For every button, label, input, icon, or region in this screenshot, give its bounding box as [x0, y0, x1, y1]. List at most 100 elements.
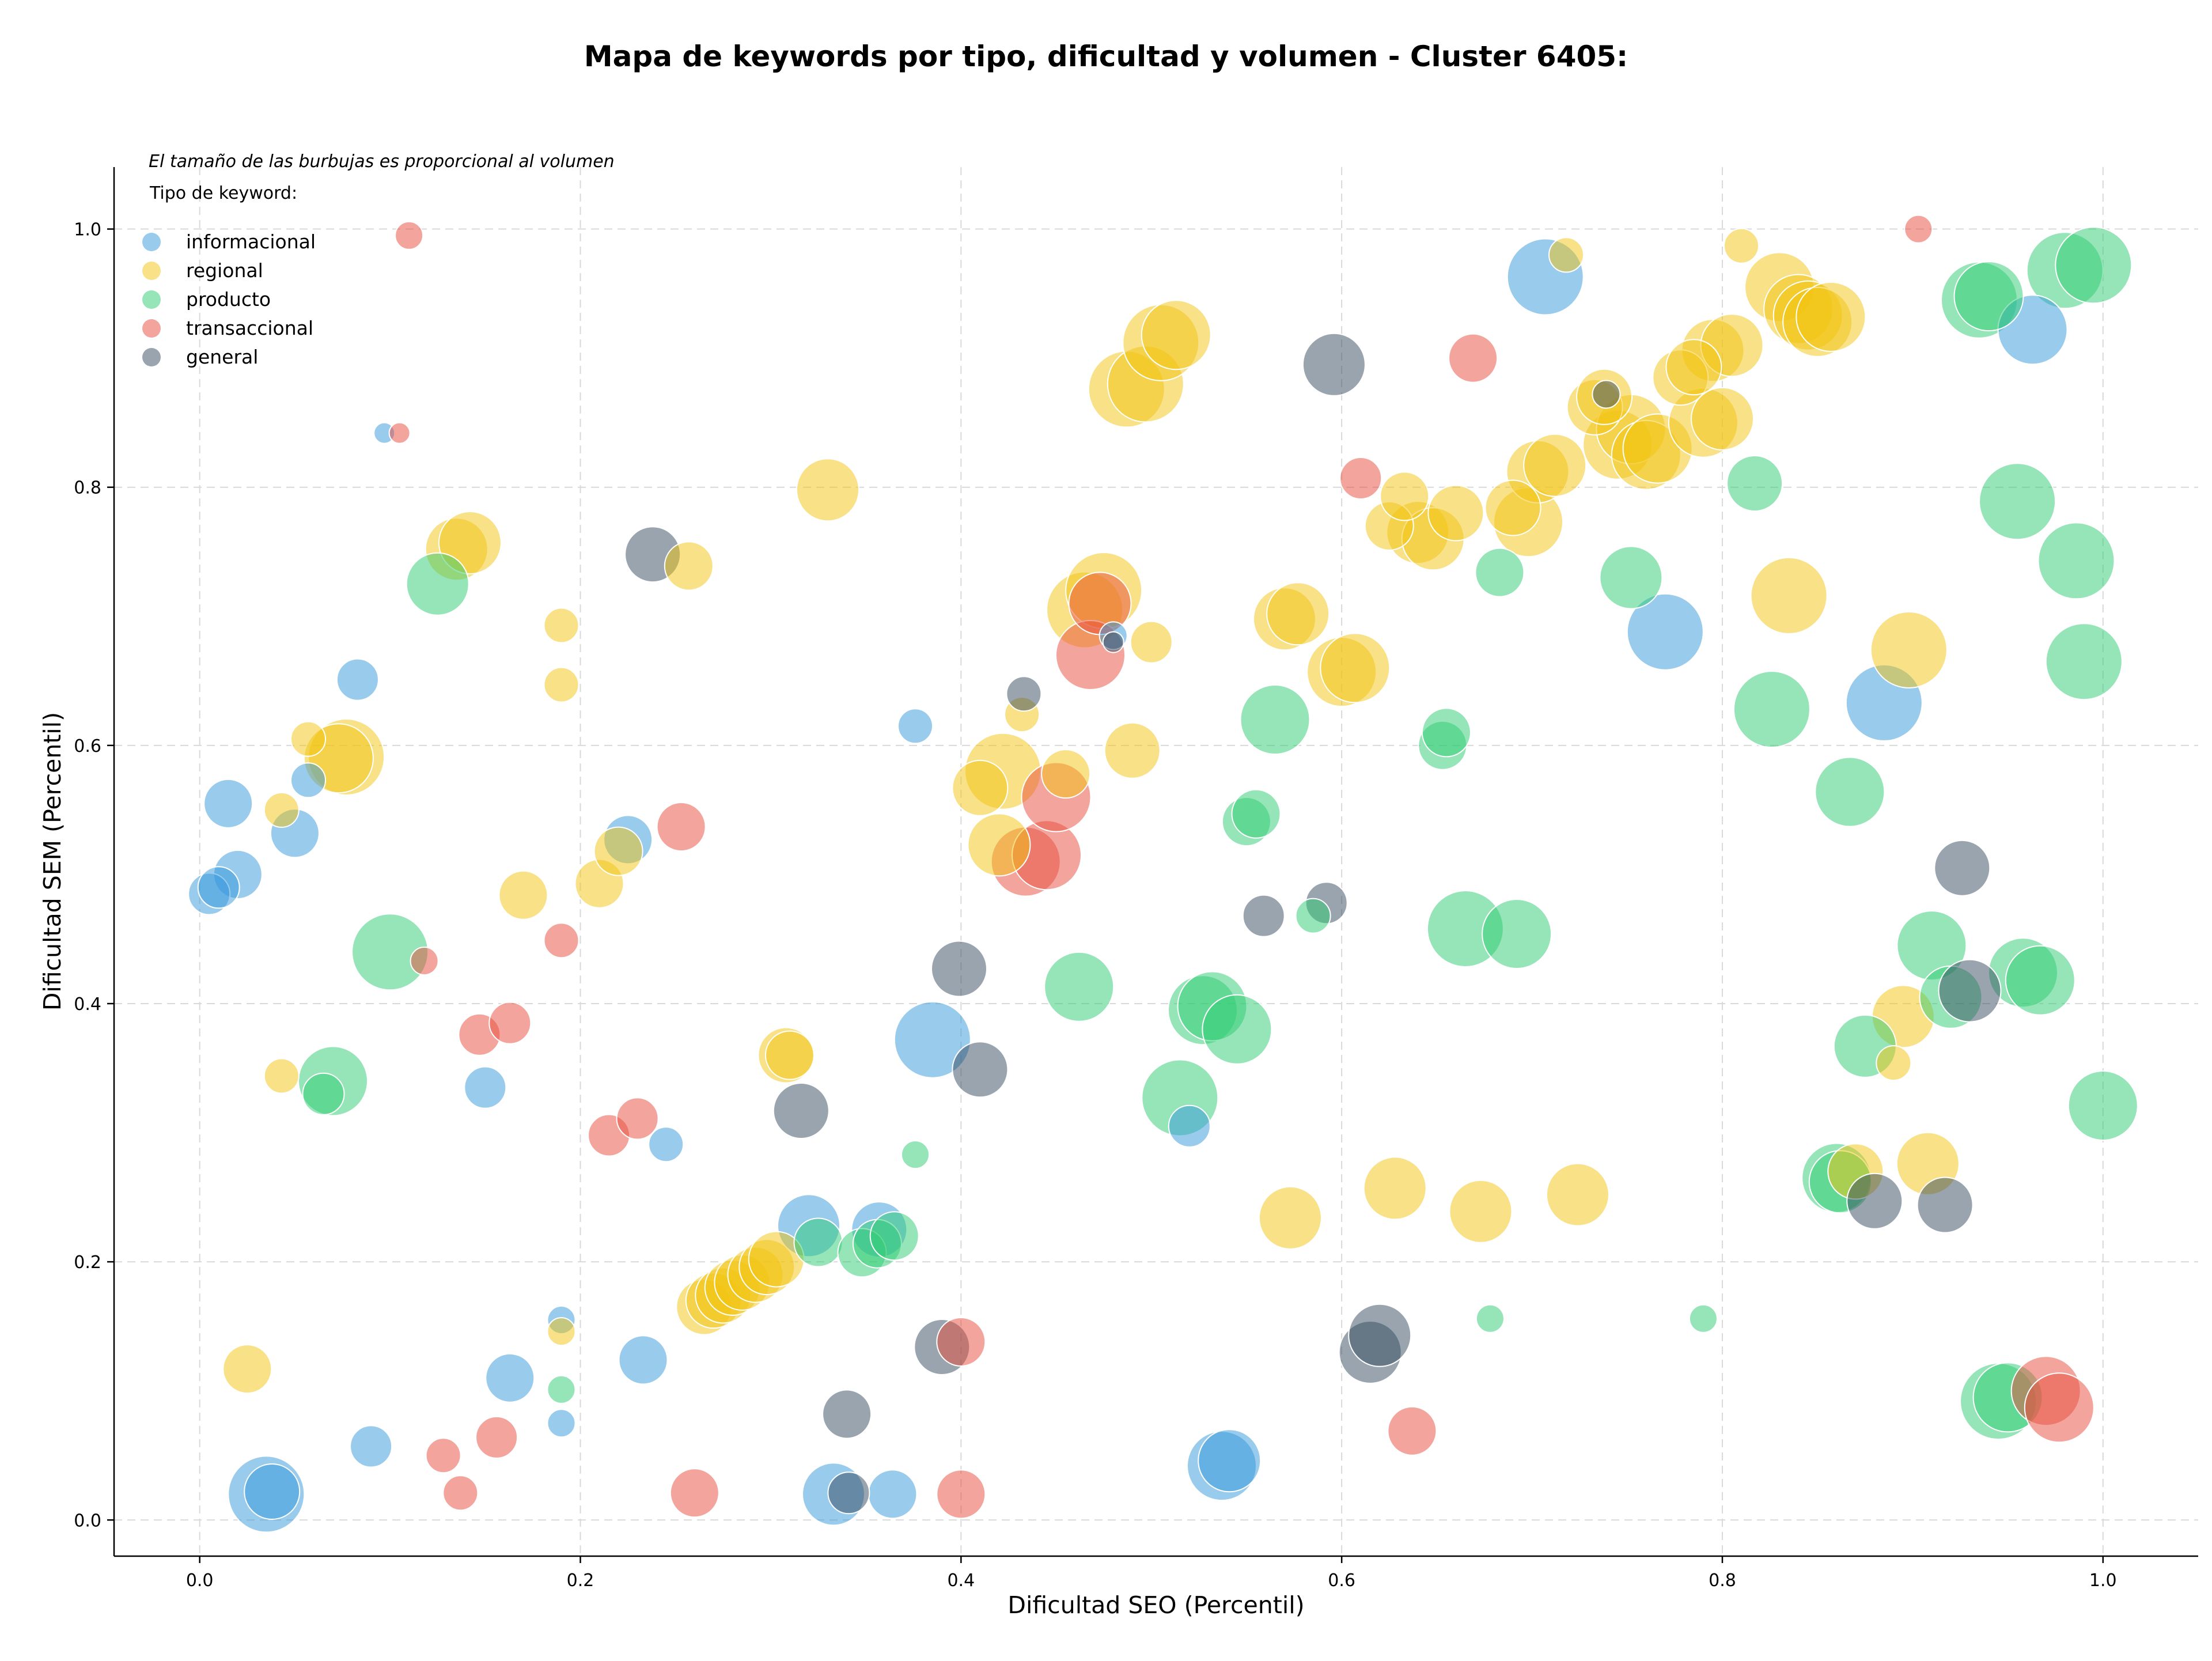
bubble-transaccional	[410, 947, 439, 975]
bubble-regional	[263, 1058, 300, 1094]
bubble-producto	[1231, 789, 1281, 839]
bubble-general	[931, 940, 987, 997]
legend-marker-transaccional	[142, 319, 161, 338]
bubble-regional	[1266, 582, 1330, 646]
bubble-regional	[1523, 433, 1587, 497]
bubble-regional	[1750, 557, 1828, 634]
bubble-regional	[1548, 237, 1584, 273]
bubble-transaccional	[1387, 1406, 1437, 1456]
legend-marker-informacional	[142, 233, 161, 251]
bubble-regional	[1691, 387, 1754, 451]
bubble-informacional	[893, 1001, 971, 1079]
bubble-producto	[1733, 671, 1810, 748]
bubbles	[188, 214, 2138, 1533]
bubble-regional	[1870, 611, 1948, 688]
bubble-producto	[1240, 684, 1310, 755]
bubble-regional	[796, 458, 859, 522]
bubble-transaccional	[1448, 333, 1498, 383]
bubble-transaccional	[936, 1317, 986, 1367]
legend-label-informacional: informacional	[186, 230, 316, 253]
bubble-regional	[498, 870, 548, 920]
bubble-producto	[1475, 547, 1525, 597]
bubble-producto	[1475, 1304, 1505, 1333]
bubble-general	[822, 1389, 872, 1439]
x-tick-label: 0.2	[567, 1571, 594, 1591]
bubble-regional	[543, 607, 579, 644]
bubble-general	[1006, 676, 1042, 712]
bubble-informacional	[868, 1469, 918, 1519]
bubble-regional	[765, 1030, 815, 1080]
bubble-transaccional	[388, 422, 411, 444]
bubble-producto	[1421, 707, 1471, 758]
bubble-informacional	[197, 866, 240, 909]
x-tick-label: 0.8	[1709, 1571, 1736, 1591]
bubble-transaccional	[475, 1416, 518, 1459]
bubble-regional	[593, 826, 643, 876]
bubble-informacional	[244, 1463, 301, 1520]
bubble-transaccional	[936, 1469, 986, 1519]
bubble-regional	[967, 813, 1031, 877]
axes	[113, 167, 2198, 1557]
legend-label-transaccional: transaccional	[186, 317, 313, 339]
bubble-regional	[1427, 485, 1484, 542]
bubble-producto	[1044, 951, 1115, 1022]
legend-label-general: general	[186, 346, 258, 368]
bubble-transaccional	[616, 1097, 659, 1140]
y-tick-label: 0.2	[74, 1253, 101, 1273]
bubble-informacional	[618, 1335, 668, 1385]
grid	[114, 167, 2198, 1556]
bubble-regional	[664, 541, 714, 591]
bubble-general	[827, 1471, 870, 1515]
bubble-transaccional	[656, 802, 706, 852]
bubble-producto	[1295, 898, 1331, 934]
bubble-regional	[1484, 479, 1541, 536]
bubble-regional	[222, 1344, 272, 1394]
bubble-informacional	[1168, 1104, 1211, 1148]
x-tick-label: 0.0	[186, 1571, 214, 1591]
bubble-producto	[1979, 463, 2056, 540]
bubble-regional	[1876, 1045, 1912, 1081]
bubble-transaccional	[488, 1001, 532, 1045]
bubble-producto	[2037, 522, 2115, 600]
bubble-regional	[1363, 1156, 1427, 1220]
bubble-regional	[1546, 1163, 1609, 1227]
y-tick-label: 1.0	[74, 220, 101, 240]
y-tick-label: 0.4	[74, 994, 101, 1015]
bubble-general	[1102, 631, 1124, 653]
bubble-general	[952, 1041, 1009, 1098]
bubble-regional	[1141, 300, 1211, 370]
bubble-informacional	[897, 708, 933, 744]
bubble-regional	[1130, 620, 1173, 664]
bubble-producto	[1599, 546, 1663, 610]
bubble-producto	[406, 552, 469, 616]
legend-marker-producto	[142, 290, 161, 309]
bubble-general	[772, 1083, 830, 1139]
bubble-general	[1242, 894, 1285, 937]
bubble-general	[1348, 1303, 1412, 1367]
bubble-regional	[1449, 1179, 1513, 1243]
bubble-transaccional	[395, 221, 424, 250]
bubble-regional	[547, 1317, 576, 1346]
bubble-transaccional	[2024, 1372, 2094, 1443]
bubble-informacional	[485, 1353, 535, 1403]
bubble-general	[1938, 959, 2002, 1023]
bubble-informacional	[336, 658, 379, 701]
legend-title: Tipo de keyword:	[149, 183, 297, 203]
bubble-informacional	[1626, 593, 1704, 671]
bubble-informacional	[648, 1126, 684, 1163]
bubble-transaccional	[1904, 214, 1933, 244]
legend-marker-general	[142, 348, 161, 366]
ticks: 0.0 0.2 0.4 0.6 0.8 1.0 0.0 0.2 0.4 0.6 0.8 1.0	[74, 220, 2116, 1591]
bubble-regional	[1665, 339, 1722, 396]
bubble-regional	[952, 759, 1009, 816]
legend-label-producto: producto	[186, 288, 271, 311]
x-axis-label: Dificultad SEO (Percentil)	[1007, 1591, 1304, 1619]
bubble-producto	[547, 1375, 576, 1404]
bubble-regional	[1380, 471, 1430, 521]
bubble-producto	[2045, 623, 2123, 701]
bubble-informacional	[350, 1425, 393, 1468]
bubble-regional	[1258, 1186, 1322, 1250]
y-axis-label: Dificultad SEM (Percentil)	[39, 712, 66, 1011]
bubble-regional	[1320, 633, 1391, 703]
